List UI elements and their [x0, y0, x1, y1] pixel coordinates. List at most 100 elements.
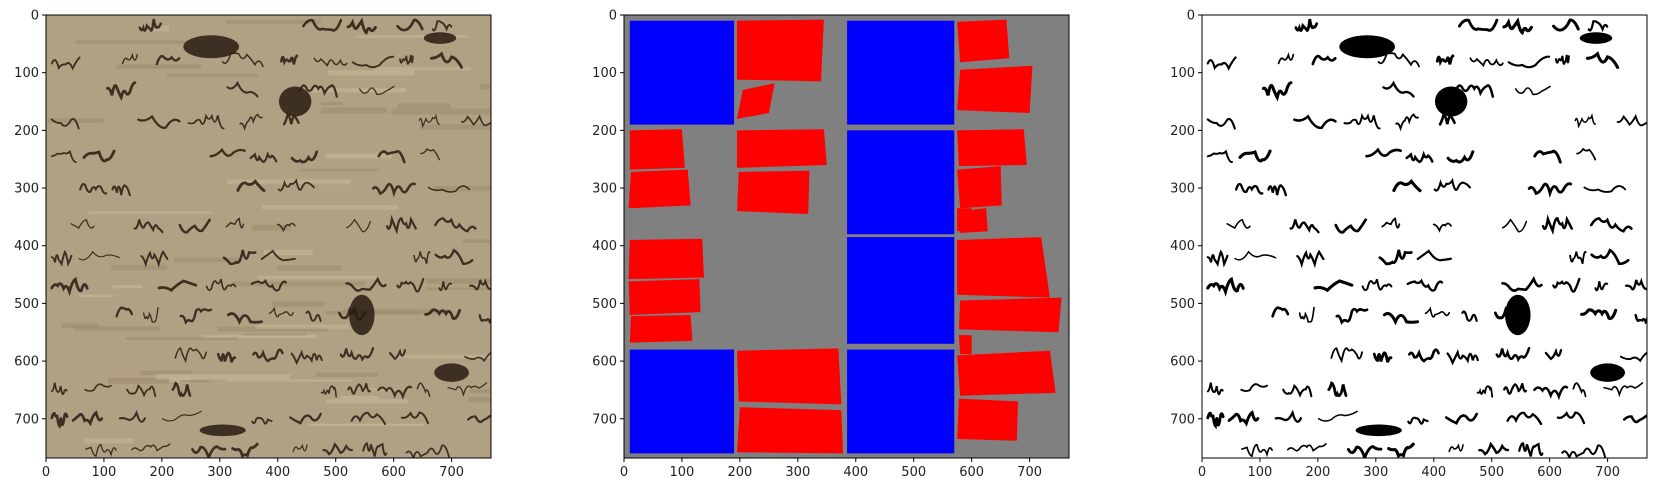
ink-stroke: [346, 17, 377, 35]
ink-stroke: [345, 276, 387, 292]
x-tick-label: 200: [1305, 465, 1330, 480]
y-tick-label: 400: [14, 239, 39, 254]
ink-blot: [278, 86, 312, 117]
ink-stroke: [416, 382, 431, 398]
binary-stroke: [1589, 217, 1633, 233]
bleed-through-mark: [261, 205, 398, 210]
blue-mask-block: [629, 349, 735, 454]
ink-stroke: [140, 249, 169, 268]
ink-stroke: [388, 348, 407, 361]
red-mask-region: [957, 129, 1027, 167]
binary-stroke: [1206, 117, 1236, 130]
ink-stroke: [396, 18, 424, 32]
ink-stroke: [222, 249, 257, 266]
ink-blot: [349, 294, 375, 336]
binary-stroke: [1501, 275, 1543, 292]
bleed-through-mark: [201, 334, 318, 339]
bleed-through-mark: [111, 264, 167, 271]
bleed-through-mark: [342, 309, 448, 315]
ink-stroke: [239, 113, 263, 132]
bleed-through-mark: [391, 108, 491, 115]
bleed-through-mark: [140, 370, 192, 375]
ink-stroke: [79, 183, 108, 195]
binary-stroke: [1335, 307, 1369, 326]
bleed-through-mark: [75, 40, 210, 44]
ink-stroke: [138, 18, 162, 32]
ink-stroke: [50, 382, 68, 396]
binary-stroke: [1495, 346, 1531, 363]
binary-stroke: [1552, 18, 1580, 32]
binary-stroke: [1330, 347, 1364, 364]
blue-mask-block: [847, 130, 955, 235]
bleed-through-mark: [243, 333, 307, 336]
binary-stroke: [1408, 348, 1440, 363]
ink-stroke: [350, 411, 387, 425]
blue-mask-block: [847, 349, 955, 454]
binary-stroke: [1277, 52, 1295, 65]
ink-stroke: [290, 150, 319, 164]
binary-stroke: [1552, 277, 1581, 293]
ink-stroke: [178, 218, 211, 234]
binary-stroke: [1572, 382, 1587, 398]
ink-stroke: [157, 279, 198, 293]
bleed-through-mark: [340, 396, 379, 400]
x-tick-label: 100: [92, 465, 117, 480]
y-tick-label: 500: [14, 297, 39, 312]
ink-stroke: [226, 80, 259, 98]
ink-stroke: [276, 222, 296, 233]
binary-stroke: [1580, 308, 1618, 321]
ink-stroke: [434, 217, 477, 233]
ink-stroke: [339, 347, 375, 362]
ink-stroke: [289, 412, 322, 425]
ink-stroke: [111, 184, 131, 197]
binary-stroke: [1533, 385, 1569, 401]
ink-blot: [183, 35, 239, 59]
bleed-through-mark: [77, 294, 114, 298]
red-mask-region: [957, 19, 1010, 63]
bleed-through-mark: [321, 107, 388, 114]
binary-stroke: [1616, 113, 1647, 127]
binary-handwriting: [1206, 17, 1647, 458]
binary-stroke: [1382, 80, 1415, 98]
bleed-through-mark: [468, 396, 491, 403]
ink-stroke: [216, 351, 237, 363]
y-tick-label: 600: [592, 355, 617, 370]
bleed-through-mark: [125, 337, 239, 341]
ink-stroke: [50, 249, 73, 268]
binary-stroke: [1574, 112, 1596, 129]
binary-stroke: [1556, 410, 1586, 425]
ink-stroke: [460, 114, 491, 127]
binary-stroke: [1583, 185, 1627, 193]
red-mask-region: [628, 169, 691, 209]
binary-stroke: [1507, 55, 1551, 69]
ink-stroke: [292, 443, 308, 453]
x-tick-label: 700: [439, 465, 464, 480]
binary-stroke: [1206, 149, 1233, 164]
x-tick-label: 0: [1198, 465, 1206, 480]
ink-stroke: [396, 277, 425, 293]
ink-stroke: [447, 382, 488, 397]
x-tick-label: 600: [959, 465, 984, 480]
y-tick-label: 100: [14, 66, 39, 81]
y-tick-label: 300: [592, 182, 617, 197]
blue-mask-block: [847, 20, 955, 125]
ink-stroke: [438, 281, 453, 292]
binary-stroke: [1226, 218, 1251, 230]
y-tick-label: 200: [1170, 124, 1195, 139]
x-tick-label: 300: [1363, 465, 1388, 480]
bleed-through-mark: [169, 377, 191, 383]
ink-blot: [199, 424, 246, 437]
bleed-through-mark: [479, 83, 491, 90]
ink-stroke: [50, 411, 69, 429]
ink-stroke: [347, 383, 371, 395]
ink-stroke: [179, 307, 213, 325]
ink-stroke: [249, 151, 278, 164]
bleed-through-mark: [328, 70, 415, 76]
binary-stroke: [1405, 150, 1434, 164]
bleed-through-mark: [116, 64, 202, 69]
binary-stroke: [1311, 54, 1337, 66]
bleed-through-mark: [232, 281, 366, 287]
bleed-through-mark: [299, 87, 406, 93]
binary-stroke: [1261, 81, 1293, 102]
ink-stroke: [420, 147, 441, 161]
